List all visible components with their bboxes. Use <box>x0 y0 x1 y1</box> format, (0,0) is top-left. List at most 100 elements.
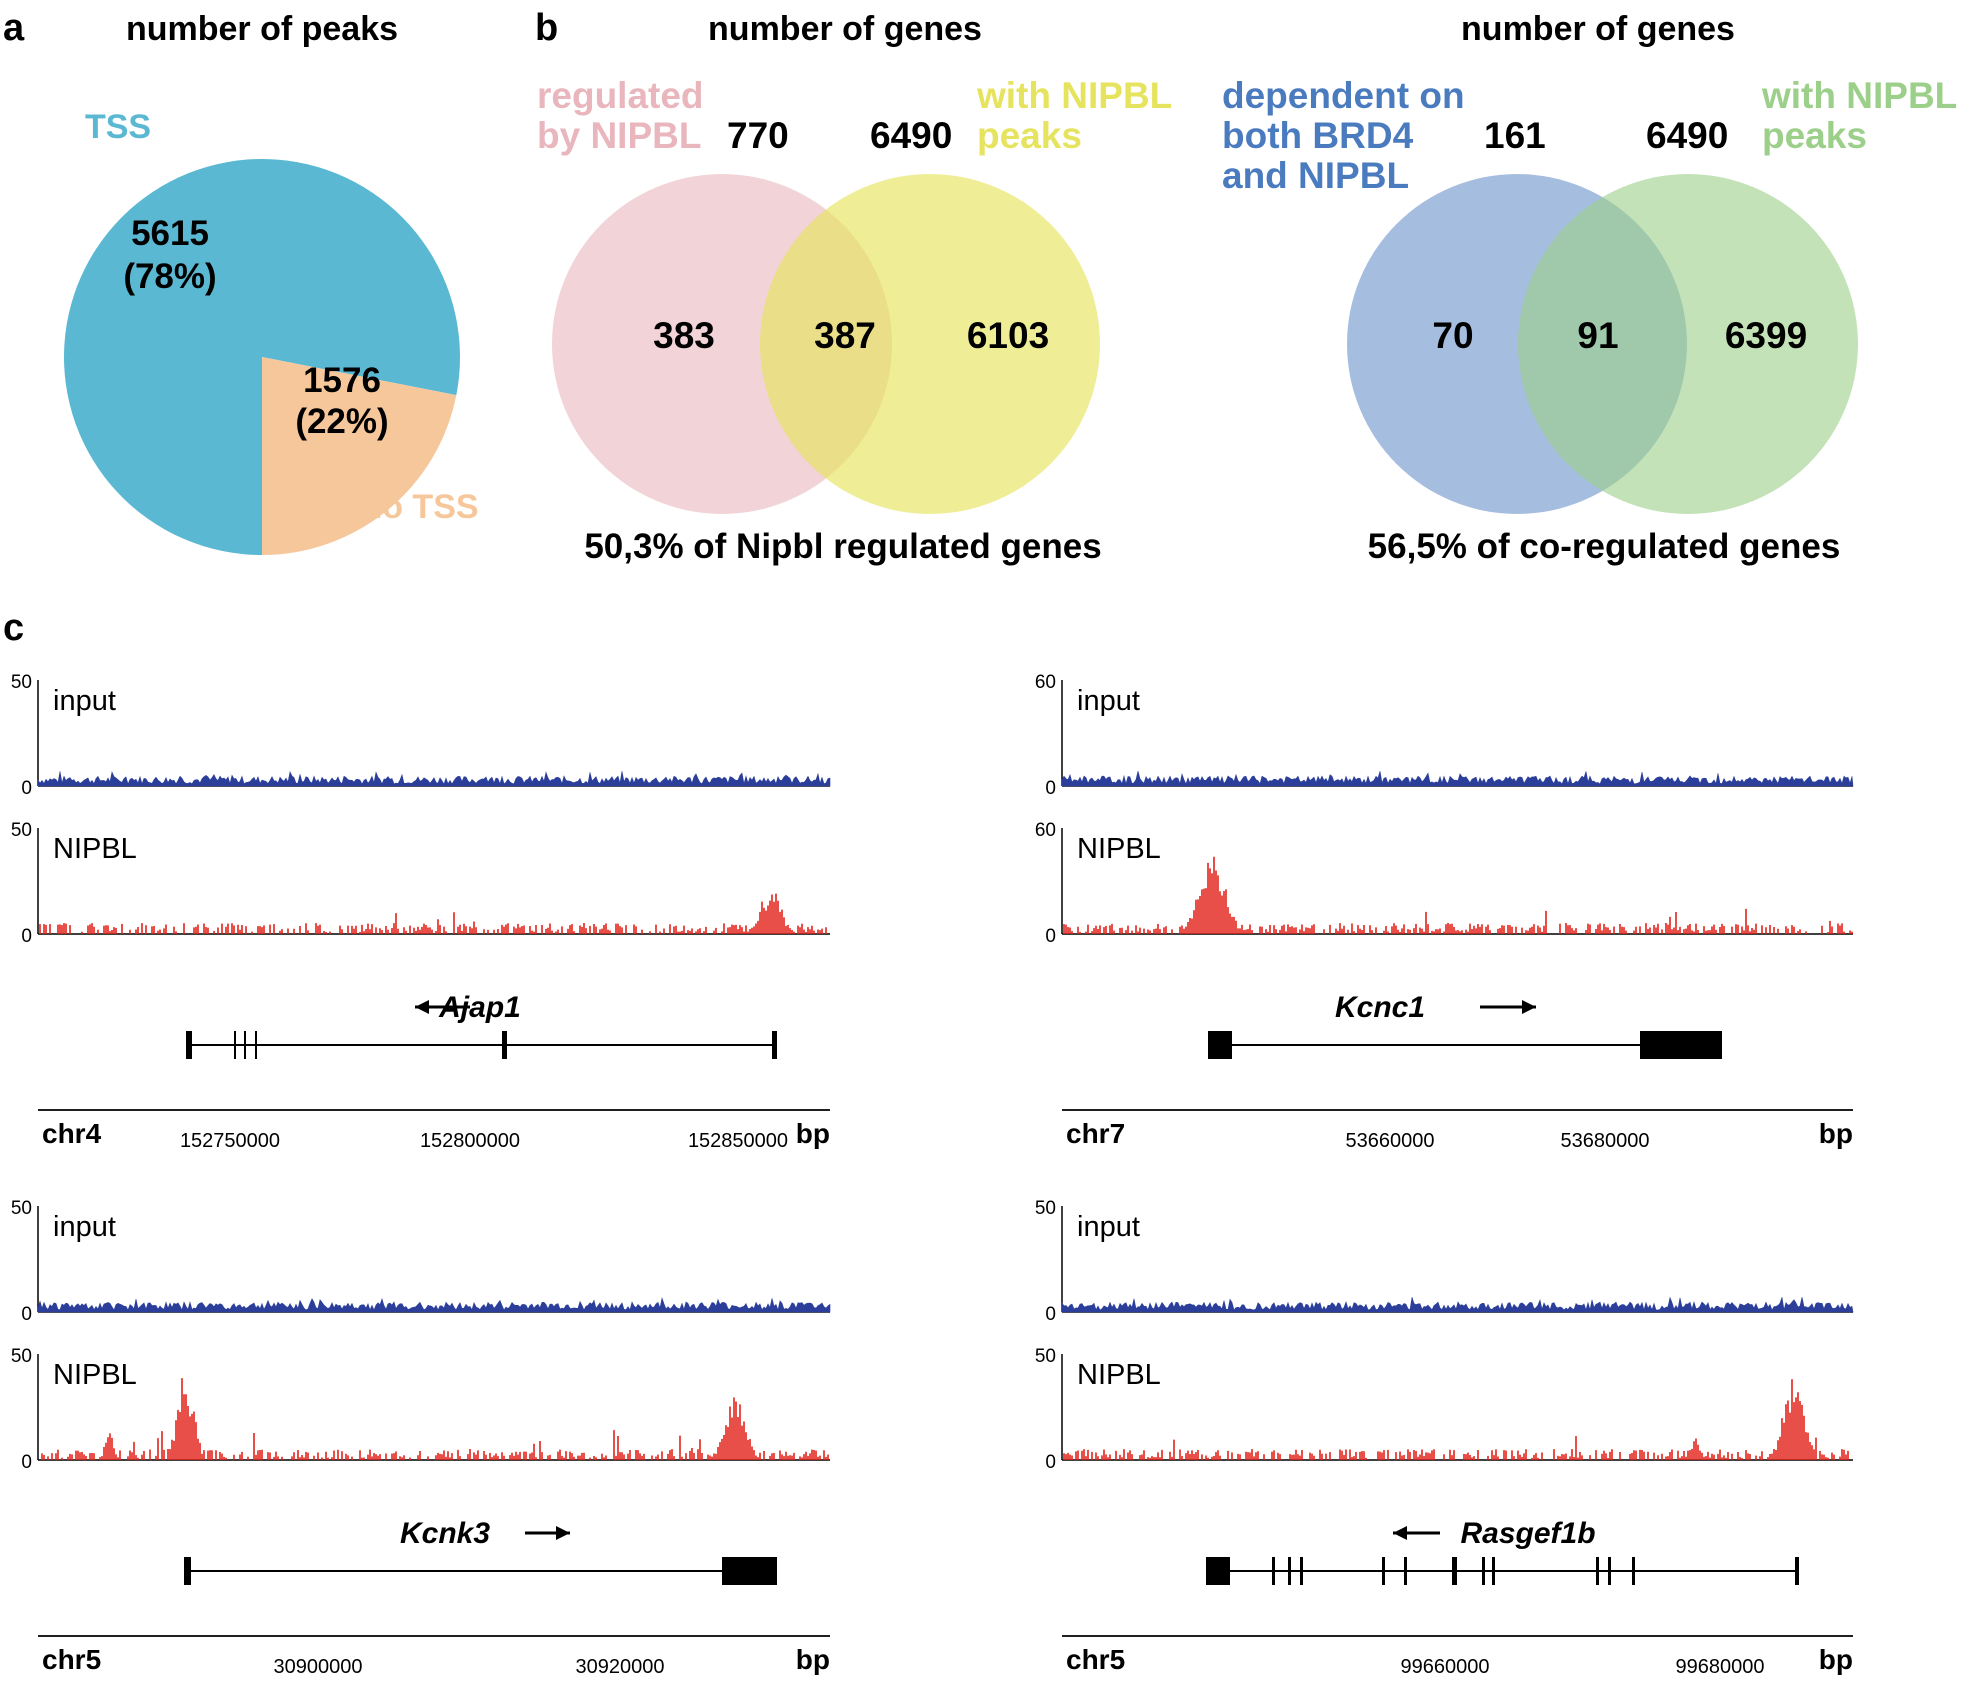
venn2-footer: 56,5% of co-regulated genes <box>1368 527 1841 566</box>
venn2-right-only: 6399 <box>1725 315 1807 356</box>
chromosome-label: chr5 <box>1066 1644 1125 1675</box>
nipbl-track-label: NIPBL <box>53 1359 137 1391</box>
venn2-label-dependent-2: both BRD4 <box>1222 115 1414 156</box>
gene-exon <box>772 1031 777 1059</box>
nipbl-y-max: 60 <box>1035 820 1056 841</box>
venn1-label-regulated-1: regulated <box>537 75 704 116</box>
nipbl-signal <box>1063 856 1853 934</box>
gene-name: Rasgef1b <box>1460 1517 1595 1550</box>
chromosome-label: chr4 <box>42 1118 102 1149</box>
track-block-rasgef1b: 50 0 50 0 input NIPBL Rasgef1b chr5 bp 99660000 99… <box>1035 1198 1854 1678</box>
pie-pct-no-tss: (22%) <box>295 402 388 441</box>
chromosome-label: chr5 <box>42 1644 101 1675</box>
unit-label: bp <box>1819 1118 1853 1149</box>
input-y-min: 0 <box>21 778 32 799</box>
track-block-kcnc1: 60 0 60 0 input NIPBL Kcnc1 chr7 bp 53660000 53680… <box>1035 672 1854 1152</box>
pie-value-tss: 5615 <box>131 214 209 253</box>
coordinate-tick-label: 152800000 <box>420 1130 520 1152</box>
input-y-max: 60 <box>1035 672 1056 693</box>
venn1-label-nipbl-2: peaks <box>977 115 1082 156</box>
panel-a: a number of peaks TSS no TSS 5615 (78%) … <box>3 7 479 555</box>
venn2-left-only: 70 <box>1432 315 1473 356</box>
pie-pct-tss: (78%) <box>123 257 216 296</box>
venn-dependent-vs-nipbl: number of genes dependent on both BRD4 a… <box>1222 10 1957 566</box>
gene-exon <box>1382 1557 1385 1585</box>
gene-exon <box>1492 1557 1495 1585</box>
nipbl-track-label: NIPBL <box>1077 833 1161 865</box>
input-signal <box>37 1296 831 1313</box>
gene-exon <box>1208 1031 1232 1059</box>
nipbl-y-min: 0 <box>1045 1452 1056 1473</box>
gene-exon <box>186 1031 192 1059</box>
venn1-footer: 50,3% of Nipbl regulated genes <box>584 527 1101 566</box>
input-y-max: 50 <box>11 1198 32 1219</box>
chromosome-label: chr7 <box>1066 1118 1125 1149</box>
venn1-title: number of genes <box>708 10 982 48</box>
venn2-label-dependent-3: and NIPBL <box>1222 155 1409 196</box>
panel-letter-b: b <box>535 7 558 49</box>
gene-exon <box>1206 1557 1230 1585</box>
panel-letter-a: a <box>3 7 25 49</box>
panel-b: b number of genes regulated by NIPBL 770… <box>535 7 1957 566</box>
gene-exon <box>1795 1557 1799 1585</box>
unit-label: bp <box>796 1644 830 1675</box>
nipbl-y-min: 0 <box>21 926 32 947</box>
nipbl-y-min: 0 <box>1045 926 1056 947</box>
nipbl-signal <box>41 1378 829 1460</box>
gene-exon <box>1596 1557 1599 1585</box>
strand-arrow-head <box>415 1000 429 1014</box>
pie-slice-tss <box>64 158 461 555</box>
pie-legend-tss: TSS <box>85 108 151 146</box>
nipbl-y-min: 0 <box>21 1452 32 1473</box>
strand-arrow-head <box>1393 1526 1407 1540</box>
gene-name: Kcnc1 <box>1335 991 1425 1024</box>
venn2-total-dependent: 161 <box>1484 115 1546 156</box>
input-y-max: 50 <box>11 672 32 693</box>
nipbl-y-max: 50 <box>11 820 32 841</box>
coordinate-tick-label: 53660000 <box>1346 1130 1435 1152</box>
input-signal <box>1061 1296 1854 1313</box>
gene-exon <box>1608 1557 1611 1585</box>
venn1-overlap: 387 <box>814 315 876 356</box>
input-track-label: input <box>1077 1211 1140 1243</box>
input-y-max: 50 <box>1035 1198 1056 1219</box>
gene-exon <box>255 1031 257 1059</box>
venn1-total-regulated: 770 <box>727 115 789 156</box>
coordinate-tick-label: 30900000 <box>274 1656 363 1678</box>
venn1-label-regulated-2: by NIPBL <box>537 115 701 156</box>
input-track-label: input <box>53 685 116 717</box>
gene-exon <box>1272 1557 1275 1585</box>
coordinate-tick-label: 99660000 <box>1401 1656 1490 1678</box>
gene-exon <box>722 1557 777 1585</box>
strand-arrow-head <box>1522 1000 1536 1014</box>
coordinate-tick-label: 30920000 <box>576 1656 665 1678</box>
gene-name: Kcnk3 <box>400 1517 490 1550</box>
nipbl-signal <box>39 893 827 934</box>
unit-label: bp <box>796 1118 830 1149</box>
coordinate-tick-label: 152750000 <box>180 1130 280 1152</box>
coordinate-tick-label: 152850000 <box>688 1130 788 1152</box>
unit-label: bp <box>1819 1644 1853 1675</box>
gene-exon <box>1300 1557 1303 1585</box>
track-block-kcnk3: 50 0 50 0 input NIPBL Kcnk3 chr5 bp 30900000 30920… <box>11 1198 831 1678</box>
gene-exon <box>1452 1557 1457 1585</box>
venn1-circle-nipbl-peaks <box>760 174 1100 514</box>
venn1-total-nipbl: 6490 <box>870 115 952 156</box>
gene-exon <box>1640 1031 1722 1059</box>
input-y-min: 0 <box>21 1304 32 1325</box>
pie-title: number of peaks <box>126 10 398 48</box>
gene-exon <box>1482 1557 1485 1585</box>
venn2-total-nipbl: 6490 <box>1646 115 1728 156</box>
coordinate-tick-label: 53680000 <box>1561 1130 1650 1152</box>
nipbl-y-max: 50 <box>1035 1346 1056 1367</box>
panel-letter-c: c <box>3 607 24 649</box>
pie-legend-no-tss: no TSS <box>361 488 478 526</box>
venn-regulated-vs-nipbl: number of genes regulated by NIPBL 770 6… <box>537 10 1172 566</box>
input-y-min: 0 <box>1045 1304 1056 1325</box>
input-track-label: input <box>1077 685 1140 717</box>
venn2-label-dependent-1: dependent on <box>1222 75 1465 116</box>
venn1-left-only: 383 <box>653 315 715 356</box>
